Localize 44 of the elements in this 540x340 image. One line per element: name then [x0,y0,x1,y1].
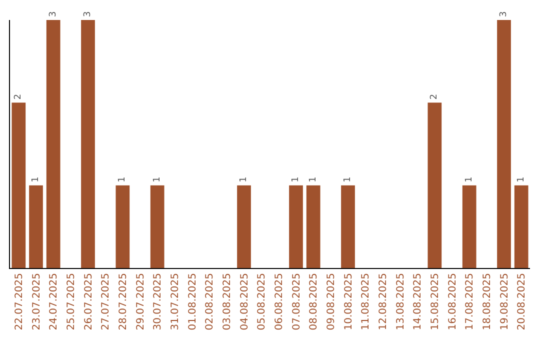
data-label: 2 [430,94,440,100]
x-tick-label: 19.08.2025 [499,273,510,330]
x-tick-label: 03.08.2025 [222,273,233,330]
x-tick-label: 20.08.2025 [516,273,528,330]
data-label: 1 [308,176,318,182]
x-tick-label: 05.08.2025 [256,273,268,330]
data-label: 3 [499,11,509,17]
data-label: 1 [118,176,128,182]
x-tick-label: 12.08.2025 [378,273,389,330]
data-label: 3 [48,11,58,17]
x-tick-label: 08.08.2025 [308,273,320,330]
x-tick-label: 06.08.2025 [274,273,285,330]
data-label: 1 [291,176,301,182]
x-tick-label: 01.08.2025 [187,273,198,330]
x-tick-label: 14.08.2025 [412,273,424,330]
x-tick-label: 15.08.2025 [430,273,441,330]
x-tick-label: 16.08.2025 [447,273,458,330]
data-label: 1 [343,176,353,182]
data-label: 1 [464,176,474,182]
x-tick-label: 22.07.2025 [14,273,25,330]
x-tick-label: 09.08.2025 [326,273,337,330]
data-label: 2 [14,94,24,100]
x-tick-label: 25.07.2025 [66,273,77,330]
x-tick-label: 27.07.2025 [100,273,112,330]
x-tick-label: 23.07.2025 [31,273,42,330]
x-tick-label: 29.07.2025 [135,273,146,330]
x-tick-label: 30.07.2025 [152,273,164,330]
x-tick-label: 31.07.2025 [170,273,181,330]
data-label: 3 [83,11,93,17]
x-tick-label: 18.08.2025 [482,273,493,330]
x-tick-label: 13.08.2025 [395,273,406,330]
data-label: 1 [516,176,526,182]
x-tick-label: 07.08.2025 [291,273,302,330]
x-tick-label: 26.07.2025 [83,273,94,330]
data-label: 1 [31,176,41,182]
x-tick-label: 10.08.2025 [343,273,354,330]
data-label: 1 [239,176,249,182]
data-label: 1 [152,176,162,182]
x-tick-label: 28.07.2025 [118,273,129,330]
x-tick-label: 02.08.2025 [204,273,216,330]
x-tick-label: 24.07.2025 [48,273,60,330]
x-tick-label: 11.08.2025 [360,273,372,330]
x-tick-label: 17.08.2025 [464,273,476,330]
x-tick-label: 04.08.2025 [239,273,250,330]
